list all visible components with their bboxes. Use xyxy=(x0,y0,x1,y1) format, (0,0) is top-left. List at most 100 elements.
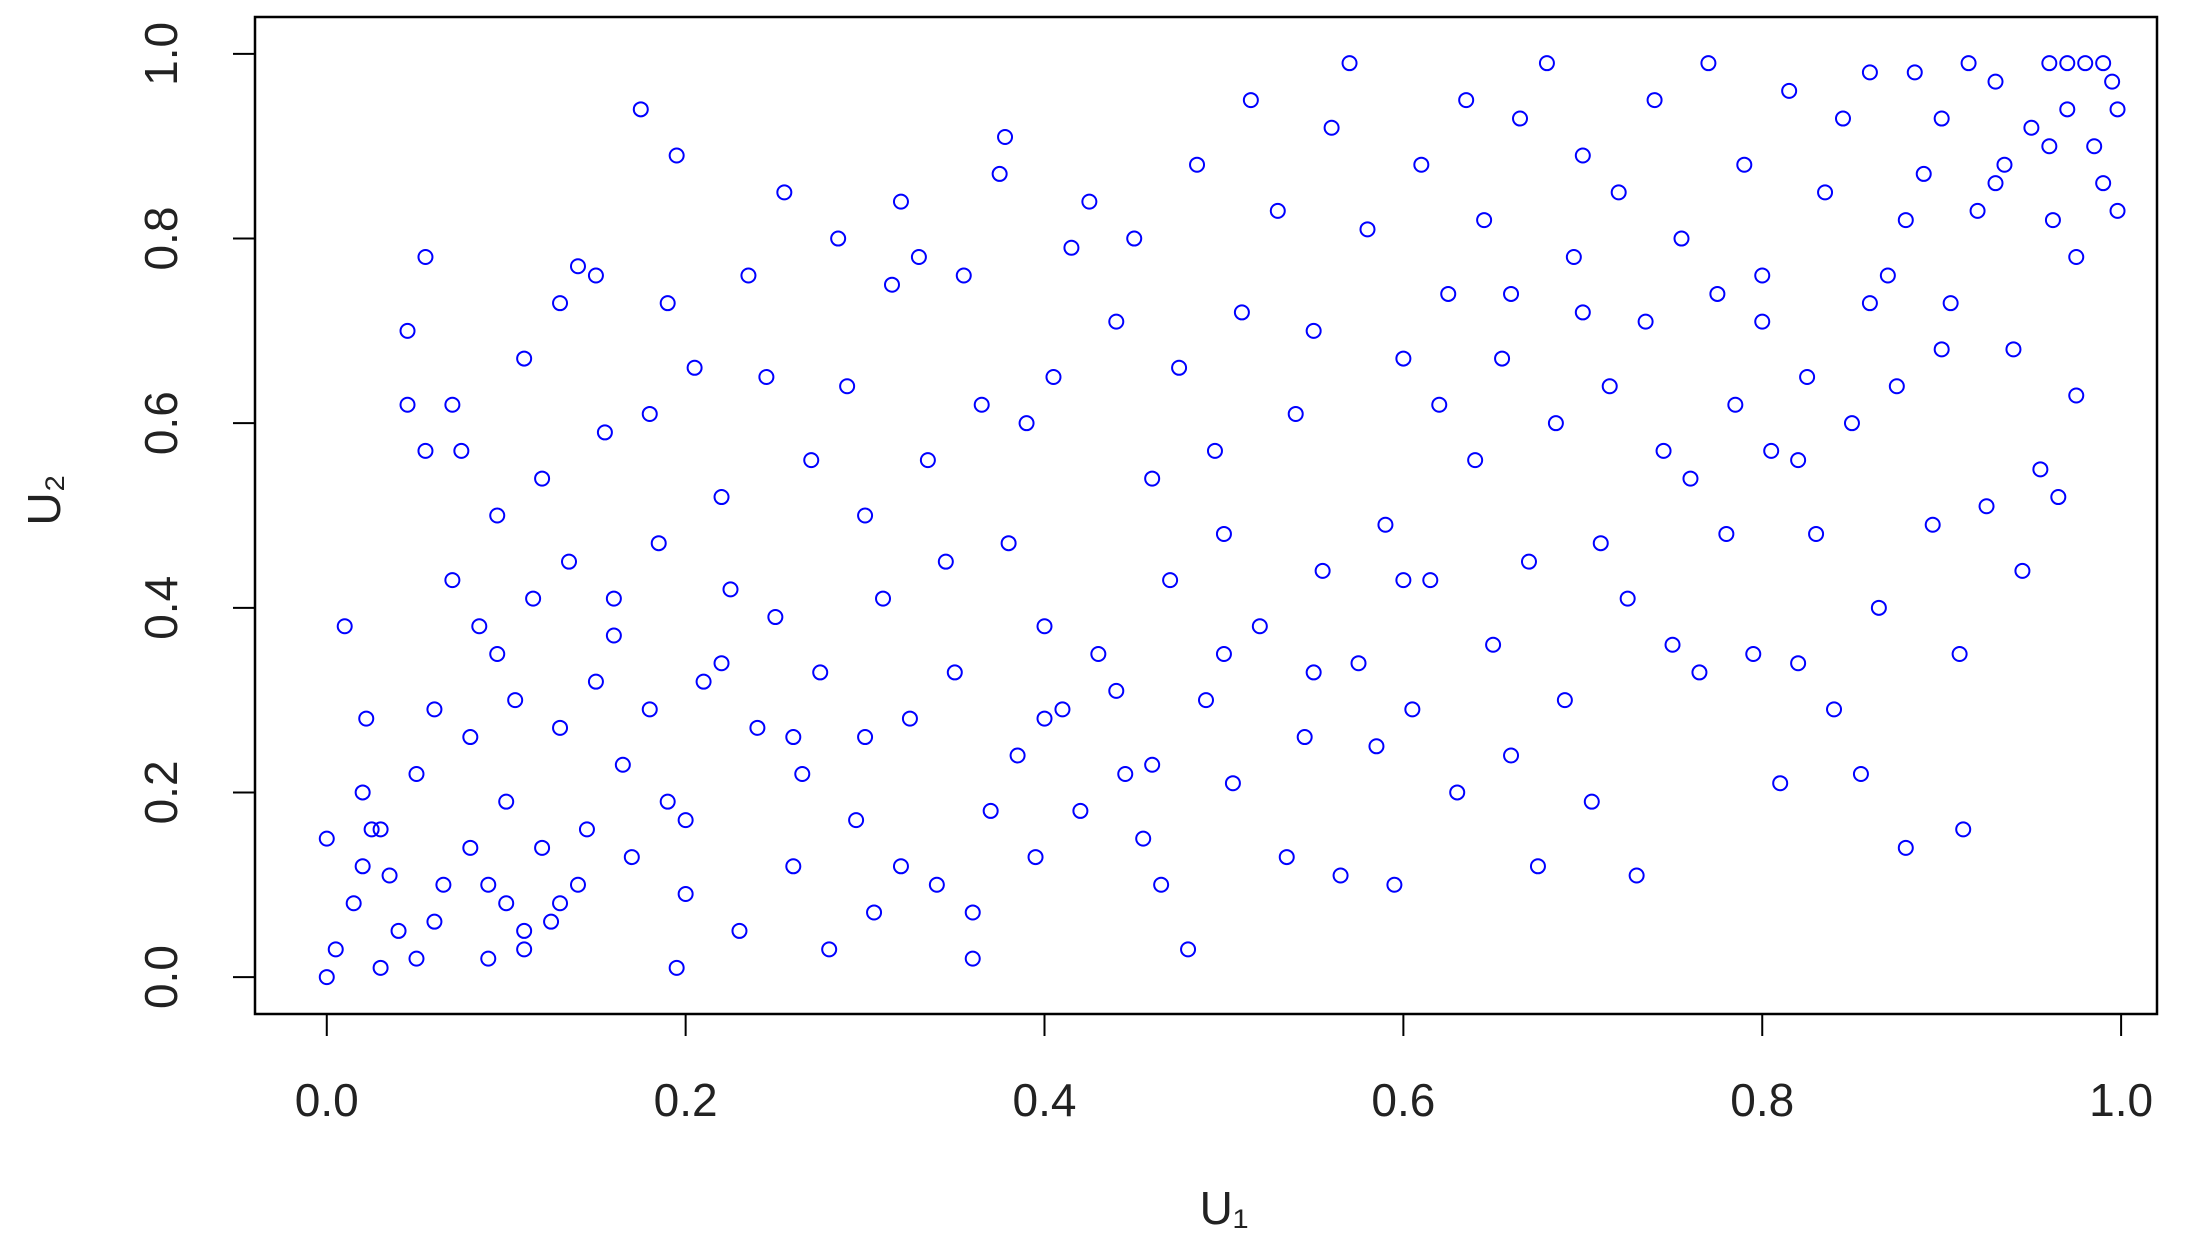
point xyxy=(1359,221,1376,238)
point xyxy=(358,710,375,727)
point xyxy=(892,193,909,210)
point xyxy=(2068,249,2085,266)
point xyxy=(883,276,900,293)
point xyxy=(875,590,892,607)
point xyxy=(1242,92,1259,109)
point xyxy=(1727,396,1744,413)
point xyxy=(982,802,999,819)
point xyxy=(740,267,757,284)
point xyxy=(399,396,416,413)
point xyxy=(892,858,909,875)
y-axis-label: U₂ xyxy=(18,474,70,525)
point xyxy=(1278,849,1295,866)
point xyxy=(1449,784,1466,801)
point xyxy=(2095,175,2112,192)
point xyxy=(668,959,685,976)
point xyxy=(390,922,407,939)
point xyxy=(722,581,739,598)
point xyxy=(839,378,856,395)
point xyxy=(1018,415,1035,432)
point xyxy=(650,535,667,552)
point xyxy=(830,230,847,247)
point xyxy=(578,821,595,838)
point xyxy=(1718,525,1735,542)
point xyxy=(1206,442,1223,459)
point xyxy=(1915,165,1932,182)
point xyxy=(1538,55,1555,72)
point xyxy=(1063,239,1080,256)
point xyxy=(731,922,748,939)
point xyxy=(1162,572,1179,589)
point xyxy=(462,839,479,856)
point xyxy=(677,885,694,902)
point xyxy=(372,821,389,838)
y-tick-label: 0.2 xyxy=(135,760,187,824)
point xyxy=(758,369,775,386)
point xyxy=(1745,645,1762,662)
y-tick-label: 1.0 xyxy=(135,22,187,86)
y-tick-label: 0.4 xyxy=(135,576,187,640)
point xyxy=(1045,369,1062,386)
point xyxy=(1691,664,1708,681)
point xyxy=(1933,110,1950,127)
point xyxy=(1637,313,1654,330)
point xyxy=(1503,285,1520,302)
point xyxy=(1395,572,1412,589)
x-tick-label: 0.2 xyxy=(654,1074,718,1126)
point xyxy=(552,895,569,912)
point xyxy=(2095,55,2112,72)
point xyxy=(2104,73,2121,90)
point xyxy=(713,489,730,506)
point xyxy=(336,618,353,635)
point xyxy=(596,424,613,441)
point xyxy=(668,147,685,164)
point xyxy=(1153,876,1170,893)
point xyxy=(1565,249,1582,266)
point xyxy=(516,350,533,367)
point xyxy=(1834,110,1851,127)
point xyxy=(1503,747,1520,764)
point xyxy=(2023,119,2040,136)
point xyxy=(614,756,631,773)
point xyxy=(973,396,990,413)
point xyxy=(1861,64,1878,81)
point xyxy=(1512,110,1529,127)
point xyxy=(444,572,461,589)
point xyxy=(919,452,936,469)
point xyxy=(946,664,963,681)
point xyxy=(1233,304,1250,321)
point xyxy=(1350,655,1367,672)
point xyxy=(1440,285,1457,302)
point xyxy=(1969,202,1986,219)
point xyxy=(408,950,425,967)
point xyxy=(991,165,1008,182)
point xyxy=(408,765,425,782)
point xyxy=(1305,664,1322,681)
point xyxy=(1547,415,1564,432)
point xyxy=(444,396,461,413)
point xyxy=(1323,119,1340,136)
point xyxy=(462,729,479,746)
point xyxy=(1422,572,1439,589)
point xyxy=(1709,285,1726,302)
point xyxy=(2077,55,2094,72)
point xyxy=(516,922,533,939)
point xyxy=(552,719,569,736)
point xyxy=(1377,516,1394,533)
point xyxy=(1870,599,1887,616)
point xyxy=(1996,156,2013,173)
point xyxy=(1610,184,1627,201)
point xyxy=(1467,452,1484,469)
point xyxy=(525,590,542,607)
point xyxy=(1978,498,1995,515)
point xyxy=(426,701,443,718)
point xyxy=(1027,849,1044,866)
point xyxy=(605,627,622,644)
point xyxy=(480,950,497,967)
point xyxy=(1754,267,1771,284)
point xyxy=(435,876,452,893)
point xyxy=(2041,138,2058,155)
point xyxy=(417,249,434,266)
point xyxy=(1269,202,1286,219)
